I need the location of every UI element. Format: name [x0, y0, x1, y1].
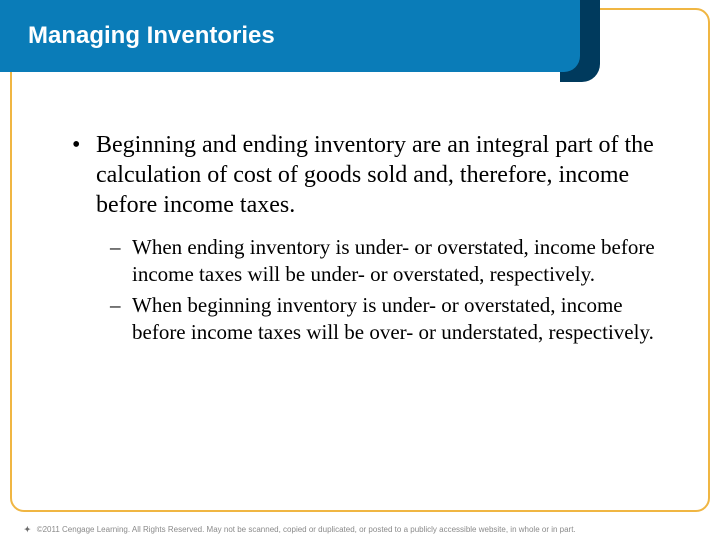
sub-bullet: – When ending inventory is under- or ove… — [110, 234, 668, 288]
main-bullet-text: Beginning and ending inventory are an in… — [96, 130, 668, 220]
dash-icon: – — [110, 292, 132, 346]
sub-bullet: – When beginning inventory is under- or … — [110, 292, 668, 346]
sub-bullet-text: When beginning inventory is under- or ov… — [132, 292, 668, 346]
slide-content: • Beginning and ending inventory are an … — [72, 130, 668, 350]
sub-bullet-list: – When ending inventory is under- or ove… — [110, 234, 668, 346]
footer: ✦ ©2011 Cengage Learning. All Rights Res… — [24, 525, 696, 534]
footer-text: ©2011 Cengage Learning. All Rights Reser… — [37, 525, 576, 534]
dash-icon: – — [110, 234, 132, 288]
footer-logo: ✦ — [24, 525, 31, 534]
slide-title: Managing Inventories — [28, 22, 275, 50]
main-bullet: • Beginning and ending inventory are an … — [72, 130, 668, 220]
bullet-icon: • — [72, 130, 96, 220]
sub-bullet-text: When ending inventory is under- or overs… — [132, 234, 668, 288]
